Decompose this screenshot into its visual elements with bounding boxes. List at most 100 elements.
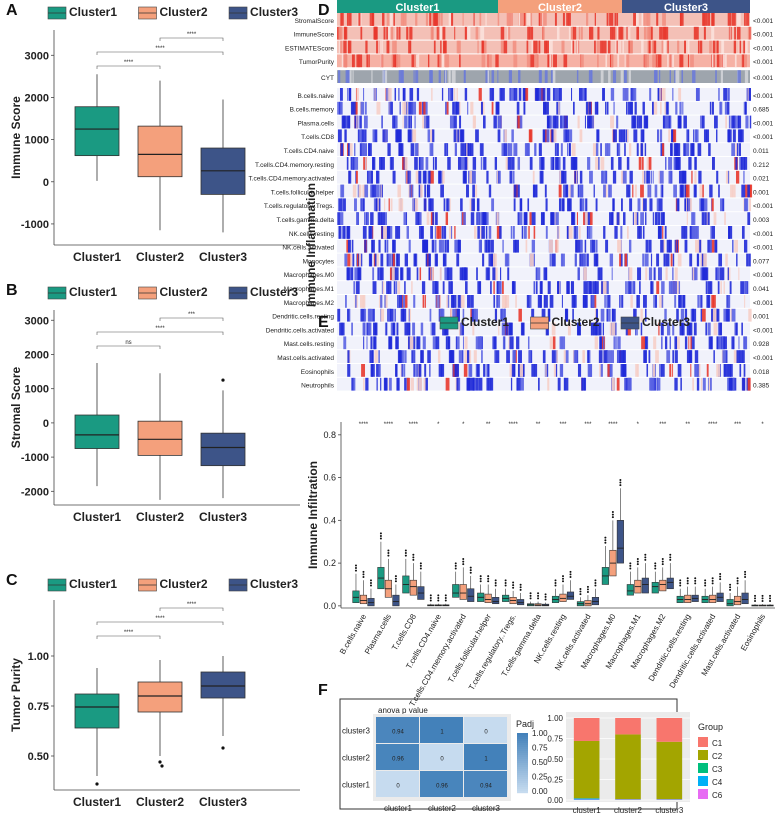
heatmap-cell-stripe: [386, 281, 389, 294]
heatmap-cell-stripe: [396, 377, 400, 391]
heatmap-cell-stripe: [406, 26, 408, 40]
heatmap-cell-stripe: [594, 13, 596, 26]
heatmap-cell-stripe: [400, 70, 404, 83]
heatmap-cell-stripe: [688, 322, 693, 336]
heatmap-cell-stripe: [520, 198, 523, 212]
heatmap-cell-stripe: [454, 239, 457, 253]
heatmap-cell-stripe: [547, 54, 549, 68]
heatmap-cell-stripe: [635, 364, 639, 377]
heatmap-cell-stripe: [683, 143, 686, 156]
heatmap-cell-stripe: [339, 212, 344, 225]
heatmap-cell-stripe: [722, 267, 725, 281]
heatmap-cell-stripe: [418, 377, 422, 391]
heatmap-cell-stripe: [567, 198, 569, 212]
heatmap-cell-stripe: [518, 88, 522, 101]
heatmap-cell-stripe: [587, 157, 591, 170]
heatmap-cell-stripe: [386, 322, 388, 336]
heatmap-cell-stripe: [344, 26, 347, 40]
heatmap-cell-stripe: [626, 226, 629, 239]
heatmap-cell-stripe: [388, 40, 390, 54]
heatmap-cell-stripe: [709, 40, 712, 54]
f1-colorbar-seg: [517, 741, 528, 744]
e-box: [566, 591, 575, 600]
heatmap-cell-stripe: [410, 184, 412, 198]
heatmap-cell-stripe: [483, 157, 487, 170]
heatmap-cell-stripe: [666, 322, 671, 336]
heatmap-cell-stripe: [370, 253, 373, 267]
heatmap-cell-stripe: [652, 212, 654, 225]
heatmap-cell-stripe: [684, 143, 686, 156]
y-tick-label: 1000: [25, 384, 49, 396]
e-outlier: [412, 556, 415, 559]
heatmap-cell-stripe: [714, 115, 718, 129]
heatmap-cell-stripe: [349, 88, 352, 101]
heatmap-cell-stripe: [502, 239, 504, 253]
heatmap-cell-stripe: [687, 54, 690, 68]
heatmap-cell-stripe: [380, 377, 382, 391]
heatmap-cell-stripe: [436, 253, 438, 267]
heatmap-cell-stripe: [494, 308, 498, 322]
heatmap-cell-stripe: [450, 88, 454, 101]
heatmap-cell-stripe: [544, 40, 547, 54]
heatmap-cell-stripe: [549, 253, 552, 267]
heatmap-cell-stripe: [404, 322, 407, 336]
heatmap-cell-stripe: [640, 308, 643, 322]
heatmap-cell-stripe: [432, 129, 435, 143]
outlier-point: [221, 746, 225, 750]
e-outlier: [686, 579, 689, 582]
heatmap-cell-stripe: [581, 184, 584, 198]
heatmap-cell-stripe: [375, 184, 378, 198]
heatmap-cell-stripe: [692, 70, 696, 83]
heatmap-cell-stripe: [422, 336, 426, 350]
e-box: [641, 577, 649, 594]
heatmap-cell-stripe: [608, 308, 611, 322]
heatmap-cell-stripe: [436, 226, 439, 239]
heatmap-cell-stripe: [630, 101, 632, 115]
heatmap-cell-stripe: [739, 129, 744, 143]
heatmap-cell-stripe: [460, 322, 462, 336]
heatmap-cell-stripe: [464, 88, 468, 101]
heatmap-cell-stripe: [509, 13, 513, 26]
heatmap-cell-stripe: [713, 322, 718, 336]
heatmap-cell-stripe: [485, 70, 490, 83]
heatmap-cell-stripe: [664, 308, 667, 322]
heatmap-cell-stripe: [394, 267, 399, 281]
heatmap-cell-stripe: [438, 364, 443, 377]
heatmap-pvalue: 0.018: [753, 369, 770, 376]
box-cluster1: [74, 693, 120, 729]
heatmap-cell-stripe: [337, 212, 341, 225]
heatmap-cell-stripe: [718, 253, 723, 267]
heatmap-cell-stripe: [671, 54, 675, 68]
heatmap-cell-stripe: [542, 350, 546, 363]
f1-row-label: cluster2: [342, 754, 371, 763]
heatmap-pvalue: <0.001: [753, 355, 773, 362]
heatmap-row-16: [337, 226, 750, 239]
heatmap-cell-stripe: [617, 40, 621, 54]
heatmap-cell-stripe: [636, 295, 640, 308]
heatmap-cell-stripe: [666, 26, 669, 40]
heatmap-cell-stripe: [467, 101, 469, 115]
heatmap-cell-stripe: [361, 364, 366, 377]
heatmap-cell-stripe: [353, 377, 356, 391]
heatmap-cell-stripe: [338, 26, 343, 40]
heatmap-cell-stripe: [686, 350, 690, 363]
heatmap-cell-stripe: [499, 281, 502, 294]
heatmap-cell-stripe: [451, 350, 455, 363]
heatmap-cell-stripe: [400, 308, 405, 322]
heatmap-cell-stripe: [520, 377, 524, 391]
x-tick-label: Cluster3: [199, 795, 247, 809]
significance-bracket: [96, 331, 224, 335]
heatmap-cell-stripe: [531, 40, 534, 54]
e-outlier: [594, 579, 597, 582]
heatmap-cell-stripe: [511, 364, 516, 377]
heatmap-cell-stripe: [662, 13, 666, 26]
heatmap-cell-stripe: [497, 129, 501, 143]
heatmap-cell-stripe: [659, 364, 663, 377]
heatmap-cell-stripe: [337, 101, 340, 115]
e-outlier: [636, 560, 639, 563]
heatmap-cell-stripe: [497, 70, 499, 83]
heatmap-cell-stripe: [733, 350, 738, 363]
heatmap-cell-stripe: [499, 267, 502, 281]
f1-col-label: cluster1: [384, 804, 413, 813]
f1-colorbar-seg: [517, 751, 528, 754]
